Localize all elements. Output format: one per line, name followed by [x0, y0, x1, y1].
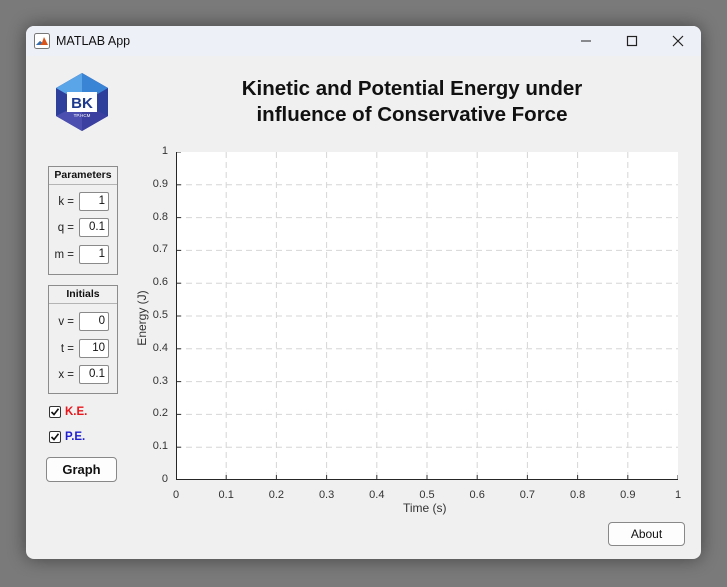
app-window: MATLAB App BK TP.HCM Kinetic and Potenti… — [26, 26, 701, 559]
x-axis-label: Time (s) — [403, 501, 447, 515]
pe-checkbox-label: P.E. — [65, 431, 86, 443]
v-input[interactable]: 0 — [79, 312, 109, 331]
parameters-panel: Parameters k = 1 q = 0.1 m = 1 — [48, 166, 118, 275]
x-tick-label: 0.6 — [469, 489, 485, 501]
x-tick-label: 0.4 — [369, 489, 385, 501]
minimize-button[interactable] — [563, 26, 609, 56]
q-input[interactable]: 0.1 — [79, 218, 109, 237]
heading-line-1: Kinetic and Potential Energy under — [241, 77, 583, 100]
y-tick-label: 0.2 — [152, 407, 168, 420]
x-tick-label: 0.8 — [569, 489, 586, 501]
y-tick-label: 0.6 — [152, 276, 168, 289]
heading-line-2: influence of Conservative Force — [256, 103, 568, 126]
x-tick-label: 0.7 — [519, 489, 536, 501]
checkmark-icon — [50, 408, 60, 416]
x-tick-label: 0 — [172, 489, 180, 501]
y-tick-label: 0.9 — [152, 177, 168, 190]
ke-checkbox[interactable] — [49, 406, 61, 418]
svg-text:BK: BK — [71, 95, 93, 112]
maximize-icon — [626, 35, 638, 47]
graph-button[interactable]: Graph — [46, 457, 117, 482]
t-input[interactable]: 10 — [79, 339, 109, 358]
y-tick-label: 0.3 — [152, 374, 168, 387]
x-tick-label: 0.1 — [218, 489, 234, 501]
close-icon — [672, 35, 684, 47]
t-label: t = — [60, 343, 74, 355]
x-tick-label: 0.3 — [318, 489, 335, 501]
m-input[interactable]: 1 — [79, 245, 109, 264]
initials-panel-title: Initials — [49, 286, 117, 304]
k-input[interactable]: 1 — [79, 192, 109, 211]
checkmark-icon — [50, 433, 60, 441]
y-tick-label: 0.5 — [152, 309, 168, 321]
bk-logo: BK TP.HCM — [53, 72, 111, 132]
x-tick-label: 0.2 — [268, 489, 285, 501]
y-tick-label: 0 — [161, 473, 168, 485]
v-label: v = — [58, 316, 74, 328]
y-tick-label: 0.4 — [152, 341, 168, 354]
y-axis-label: Energy (J) — [135, 290, 149, 346]
minimize-icon — [581, 40, 591, 42]
m-label: m = — [54, 249, 75, 261]
x-label: x = — [58, 369, 74, 381]
energy-chart — [175, 151, 679, 481]
y-tick-label: 0.7 — [152, 243, 168, 256]
title-bar: MATLAB App — [26, 26, 701, 56]
x-tick-label: 1 — [674, 489, 682, 501]
matlab-icon — [34, 33, 50, 49]
x-tick-label: 0.5 — [419, 489, 435, 501]
close-button[interactable] — [655, 26, 701, 56]
y-tick-label: 0.1 — [152, 440, 168, 453]
y-tick-label: 0.8 — [152, 210, 168, 223]
initials-panel: Initials v = 0 t = 10 x = 0.1 — [48, 285, 118, 394]
about-button[interactable]: About — [608, 522, 685, 546]
ke-checkbox-label: K.E. — [65, 406, 88, 418]
window-title: MATLAB App — [56, 34, 131, 48]
x-input[interactable]: 0.1 — [79, 365, 109, 384]
parameters-panel-title: Parameters — [49, 167, 117, 185]
q-label: q = — [57, 222, 74, 234]
svg-text:TP.HCM: TP.HCM — [74, 113, 91, 118]
maximize-button[interactable] — [609, 26, 655, 56]
plot-area[interactable] — [175, 151, 679, 481]
pe-checkbox[interactable] — [49, 431, 61, 443]
y-tick-label: 1 — [161, 145, 168, 157]
x-tick-label: 0.9 — [620, 489, 636, 501]
k-label: k = — [58, 196, 74, 208]
app-heading: Kinetic and Potential Energy under influ… — [186, 76, 638, 128]
